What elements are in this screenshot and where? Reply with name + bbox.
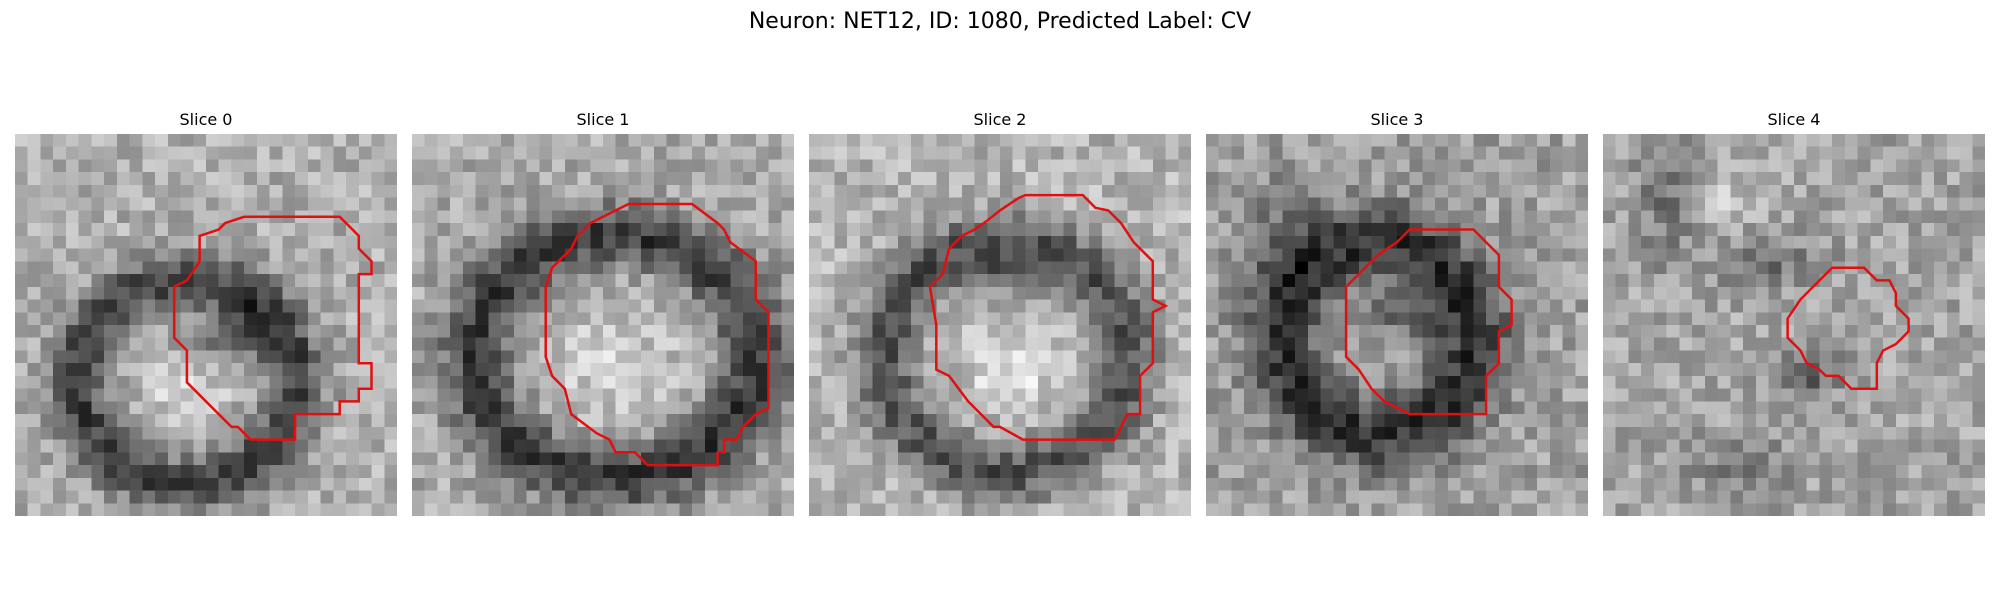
roi-contour-line [1786,266,1910,390]
slice-contour-3 [1344,228,1513,416]
slice-contour-2 [928,193,1169,441]
slice-image-1 [412,134,794,516]
slice-title-2: Slice 2 [973,110,1027,129]
roi-contour-line [544,202,770,467]
slice-contour-0 [172,215,373,441]
slice-title-0: Slice 0 [179,110,233,129]
slice-image-4 [1603,134,1985,516]
slice-contour-1 [544,202,770,467]
slice-image-2 [809,134,1191,516]
figure-title: Neuron: NET12, ID: 1080, Predicted Label… [748,9,1252,34]
slice-title-3: Slice 3 [1370,110,1424,129]
slice-image-3 [1206,134,1588,516]
slice-title-1: Slice 1 [576,110,630,129]
roi-contour-line [172,215,373,441]
roi-contour-line [928,193,1169,441]
slice-image-0 [15,134,397,516]
slice-title-4: Slice 4 [1767,110,1821,129]
slice-contour-4 [1786,266,1910,390]
roi-contour-line [1344,228,1513,416]
